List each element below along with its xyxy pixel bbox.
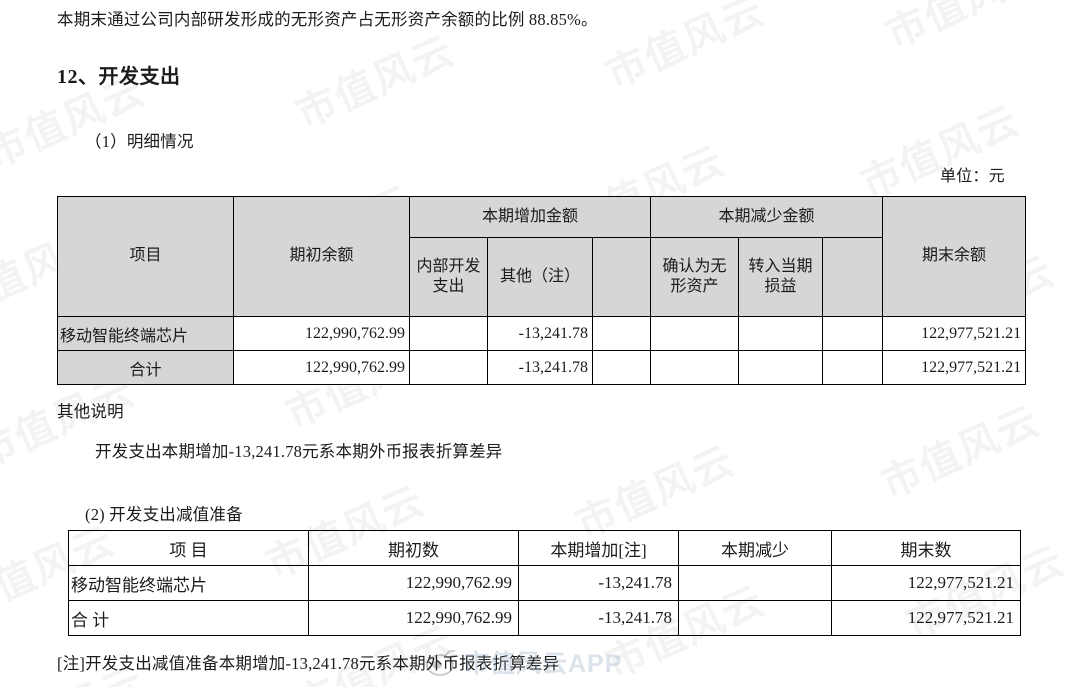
section-heading: 12、开发支出: [57, 66, 181, 88]
table-row: 合 计 122,990,762.99 -13,241.78 122,977,52…: [68, 600, 1021, 636]
cell-decrease-blank: [822, 350, 884, 385]
th-opening-balance: 期初余额: [233, 196, 410, 317]
th-increase-group: 本期增加金额: [408, 196, 652, 238]
cell-recognized-intangible: [650, 350, 740, 385]
subsection-2-title: (2) 开发支出减值准备: [85, 505, 243, 524]
th-internal-dev-expense: 内部开发 支出: [409, 237, 488, 317]
cell-opening: 122,990,762.99: [308, 600, 519, 636]
cell-decrease: [678, 565, 832, 601]
unit-label: 单位：元: [940, 168, 1005, 185]
cell-internal-dev-expense: [409, 316, 488, 351]
th-item: 项目: [57, 196, 234, 317]
other-notes-title: 其他说明: [57, 402, 124, 421]
table-row: 移动智能终端芯片 122,990,762.99 -13,241.78 122,9…: [68, 565, 1021, 601]
watermark-text: 市值风云: [874, 397, 1047, 507]
cell-item: 合 计: [68, 600, 309, 636]
cell-increase-blank: [591, 350, 652, 385]
other-notes-body: 开发支出本期增加-13,241.78元系本期外币报表折算差异: [95, 442, 503, 461]
th-recognized-intangible: 确认为无 形资产: [650, 237, 740, 317]
subsection-1-title: （1）明细情况: [85, 132, 194, 151]
th-closing: 期末数: [831, 530, 1021, 566]
th-opening: 期初数: [308, 530, 519, 566]
note-footnote: [注]开发支出减值准备本期增加-13,241.78元系本期外币报表折算差异: [57, 654, 560, 673]
watermark-text: 市值风云: [599, 0, 772, 97]
watermark-text: 市值风云: [879, 0, 1052, 57]
development-expenditure-impairment-table: 项 目 期初数 本期增加[注] 本期减少 期末数 移动智能终端芯片 122,99…: [68, 530, 1021, 636]
cell-item: 移动智能终端芯片: [68, 565, 309, 601]
cell-increase: -13,241.78: [518, 565, 679, 601]
cell-other: -13,241.78: [487, 350, 593, 385]
cell-increase-blank: [591, 316, 652, 351]
th-decrease-blank: [822, 237, 884, 317]
cell-transfer-current-pl: [738, 350, 824, 385]
cell-decrease: [678, 600, 832, 636]
intro-paragraph: 本期末通过公司内部研发形成的无形资产占无形资产余额的比例 88.85%。: [57, 10, 598, 29]
th-decrease: 本期减少: [678, 530, 832, 566]
cell-closing-balance: 122,977,521.21: [882, 316, 1027, 351]
cell-decrease-blank: [822, 316, 884, 351]
th-other-note: 其他（注）: [487, 237, 593, 317]
cell-opening: 122,990,762.99: [308, 565, 519, 601]
cell-transfer-current-pl: [738, 316, 824, 351]
table-row: 移动智能终端芯片 122,990,762.99 -13,241.78 122,9…: [57, 316, 1027, 351]
cell-internal-dev-expense: [409, 350, 488, 385]
cell-item: 移动智能终端芯片: [57, 316, 234, 351]
cell-increase: -13,241.78: [518, 600, 679, 636]
th-closing-balance: 期末余额: [882, 196, 1027, 317]
table-row: 合计 122,990,762.99 -13,241.78 122,977,521…: [57, 350, 1027, 385]
cell-other: -13,241.78: [487, 316, 593, 351]
th-decrease-group: 本期减少金额: [650, 196, 884, 238]
cell-item: 合计: [57, 350, 234, 385]
cell-closing: 122,977,521.21: [831, 600, 1021, 636]
cell-opening-balance: 122,990,762.99: [233, 350, 410, 385]
th-increase-blank: [591, 237, 652, 317]
cell-recognized-intangible: [650, 316, 740, 351]
th-item: 项 目: [68, 530, 309, 566]
th-increase: 本期增加[注]: [518, 530, 679, 566]
watermark-text: 市值风云: [289, 27, 462, 137]
watermark-text: 市值风云: [854, 97, 1027, 207]
cell-closing-balance: 122,977,521.21: [882, 350, 1027, 385]
development-expenditure-detail-table: 项目 期初余额 本期增加金额 本期减少金额 期末余额 内部开发 支出 其他（注） …: [57, 196, 1027, 385]
th-transfer-current-pl: 转入当期 损益: [738, 237, 824, 317]
cell-opening-balance: 122,990,762.99: [233, 316, 410, 351]
cell-closing: 122,977,521.21: [831, 565, 1021, 601]
